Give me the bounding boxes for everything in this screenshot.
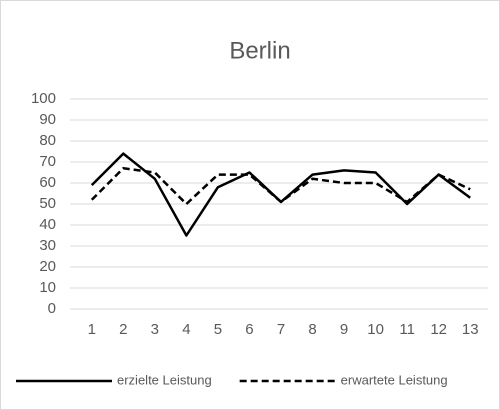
x-tick-label: 12: [430, 321, 447, 338]
y-tick-label: 90: [39, 111, 56, 128]
y-tick-label: 80: [39, 132, 56, 149]
x-tick-label: 9: [340, 321, 348, 338]
y-tick-label: 10: [39, 279, 56, 296]
y-tick-label: 60: [39, 174, 56, 191]
data-line: [90, 167, 471, 206]
x-tick-label: 5: [214, 321, 222, 338]
x-tick-label: 7: [277, 321, 285, 338]
x-tick-label: 3: [151, 321, 159, 338]
x-tick-label: 2: [119, 321, 127, 338]
x-tick-label: 13: [462, 321, 479, 338]
y-tick-label: 50: [39, 195, 56, 212]
x-tick-label: 1: [88, 321, 96, 338]
y-tick-label: 70: [39, 153, 56, 170]
chart-title: Berlin: [229, 37, 290, 64]
y-tick-label: 40: [39, 216, 56, 233]
y-tick-label: 100: [31, 90, 56, 107]
x-tick-label: 6: [245, 321, 253, 338]
x-tick-label: 4: [182, 321, 190, 338]
y-tick-label: 0: [48, 300, 56, 317]
x-tick-label: 8: [308, 321, 316, 338]
legend-label: erwartete Leistung: [341, 372, 448, 387]
legend-label: erzielte Leistung: [117, 372, 212, 387]
y-tick-label: 30: [39, 237, 56, 254]
x-tick-label: 10: [367, 321, 384, 338]
x-tick-label: 11: [399, 321, 415, 338]
y-tick-label: 20: [39, 258, 56, 275]
